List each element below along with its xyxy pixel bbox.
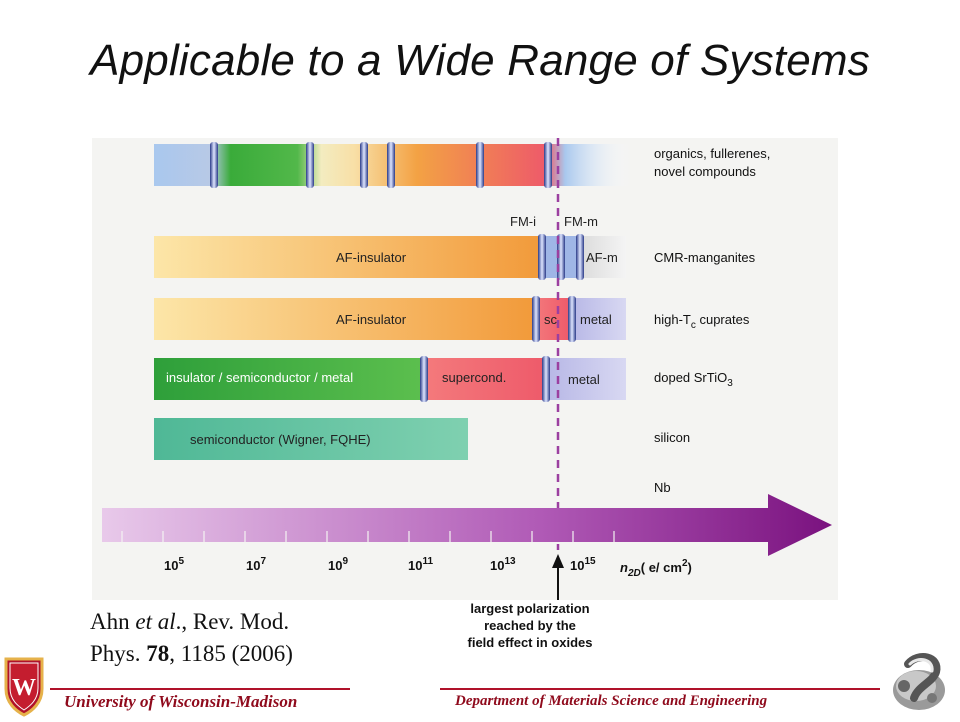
tick-label-1e15: 1015	[570, 556, 596, 573]
row-cuprates: AF-insulator sc metal high-Tc cuprates	[154, 296, 750, 342]
divider-marker	[568, 296, 576, 342]
phase-diagram-svg: organics, fullerenes, novel compounds FM…	[102, 138, 832, 600]
row-manganites: FM-i FM-m AF-insulator AF-m CMR-manganit…	[154, 214, 756, 280]
row-silicon: semiconductor (Wigner, FQHE) silicon	[154, 418, 690, 460]
footer-rule-right	[440, 688, 880, 690]
citation-line-1: Ahn et al., Rev. Mod.	[90, 609, 290, 634]
system-label-manganites: CMR-manganites	[654, 250, 756, 265]
segment-label-af-insulator: AF-insulator	[336, 312, 407, 327]
divider-marker	[544, 142, 552, 188]
annotation-line: reached by the	[484, 618, 576, 633]
tick-label-1e13: 1013	[490, 556, 516, 573]
divider-marker	[476, 142, 484, 188]
footer-university: University of Wisconsin-Madison	[64, 692, 298, 711]
uw-crest-icon: W	[2, 655, 46, 722]
system-label-srtio3: doped SrTiO3	[654, 370, 733, 389]
semiconductor-bar	[154, 418, 468, 460]
tick-label-1e9: 109	[328, 556, 348, 573]
segment-label-af-m: AF-m	[586, 250, 618, 265]
divider-marker	[420, 356, 428, 402]
system-label-organics-2: novel compounds	[654, 164, 756, 179]
divider-marker	[387, 142, 395, 188]
segment-label-fm-m: FM-m	[564, 214, 598, 229]
supercond-bar	[424, 358, 546, 400]
polarization-annotation	[552, 554, 564, 600]
density-axis: 105 107 109 1011 1013 1015 n2D( e/ cm2)	[102, 494, 832, 579]
row-srtio3: insulator / semiconductor / metal superc…	[154, 356, 733, 402]
axis-unit-label: n2D( e/ cm2)	[620, 558, 692, 579]
divider-marker	[306, 142, 314, 188]
citation: Ahn et al., Rev. Mod. Phys. 78, 1185 (20…	[90, 606, 293, 670]
insulator-semiconductor-metal-bar	[154, 358, 424, 400]
tick-label-1e11: 1011	[408, 556, 433, 573]
segment-label-semiconductor: semiconductor (Wigner, FQHE)	[190, 432, 371, 447]
metal-bar	[546, 358, 626, 400]
segment-label-metal: metal	[580, 312, 612, 327]
af-insulator-bar	[154, 236, 542, 278]
segment-label-insulator: insulator / semiconductor / metal	[166, 370, 353, 385]
divider-marker	[360, 142, 368, 188]
footer-rule-left	[50, 688, 350, 690]
segment-label-sc: sc	[544, 312, 558, 327]
annotation-arrow-head	[552, 554, 564, 568]
citation-line-2: Phys. 78, 1185 (2006)	[90, 641, 293, 666]
divider-marker	[538, 234, 546, 280]
system-label-silicon: silicon	[654, 430, 690, 445]
segment-label-af-insulator: AF-insulator	[336, 250, 407, 265]
annotation-text: largest polarization reached by the fiel…	[440, 600, 620, 651]
af-m-bar	[576, 236, 626, 278]
axis-arrow	[102, 494, 832, 556]
annotation-line: field effect in oxides	[467, 635, 593, 650]
system-label-organics: organics, fullerenes,	[654, 146, 770, 161]
segment-label-fm-i: FM-i	[510, 214, 536, 229]
divider-marker	[542, 356, 550, 402]
footer-department: Department of Materials Science and Engi…	[455, 693, 768, 709]
department-logo-icon	[888, 650, 950, 721]
svg-text:W: W	[12, 675, 36, 701]
metal-bar	[570, 298, 626, 340]
segment-label-metal: metal	[568, 372, 600, 387]
divider-marker	[210, 142, 218, 188]
divider-marker	[576, 234, 584, 280]
tick-label-1e7: 107	[246, 556, 266, 573]
row-organics: organics, fullerenes, novel compounds	[154, 142, 770, 188]
tick-label-1e5: 105	[164, 556, 184, 573]
divider-marker	[532, 296, 540, 342]
system-label-cuprates: high-Tc cuprates	[654, 312, 750, 331]
phase-diagram-figure: organics, fullerenes, novel compounds FM…	[92, 138, 838, 600]
annotation-line: largest polarization	[470, 601, 590, 616]
system-label-nb: Nb	[654, 480, 671, 495]
af-insulator-bar	[154, 298, 534, 340]
segment-label-supercond: supercond.	[442, 370, 506, 385]
slide-title: Applicable to a Wide Range of Systems	[90, 36, 870, 85]
